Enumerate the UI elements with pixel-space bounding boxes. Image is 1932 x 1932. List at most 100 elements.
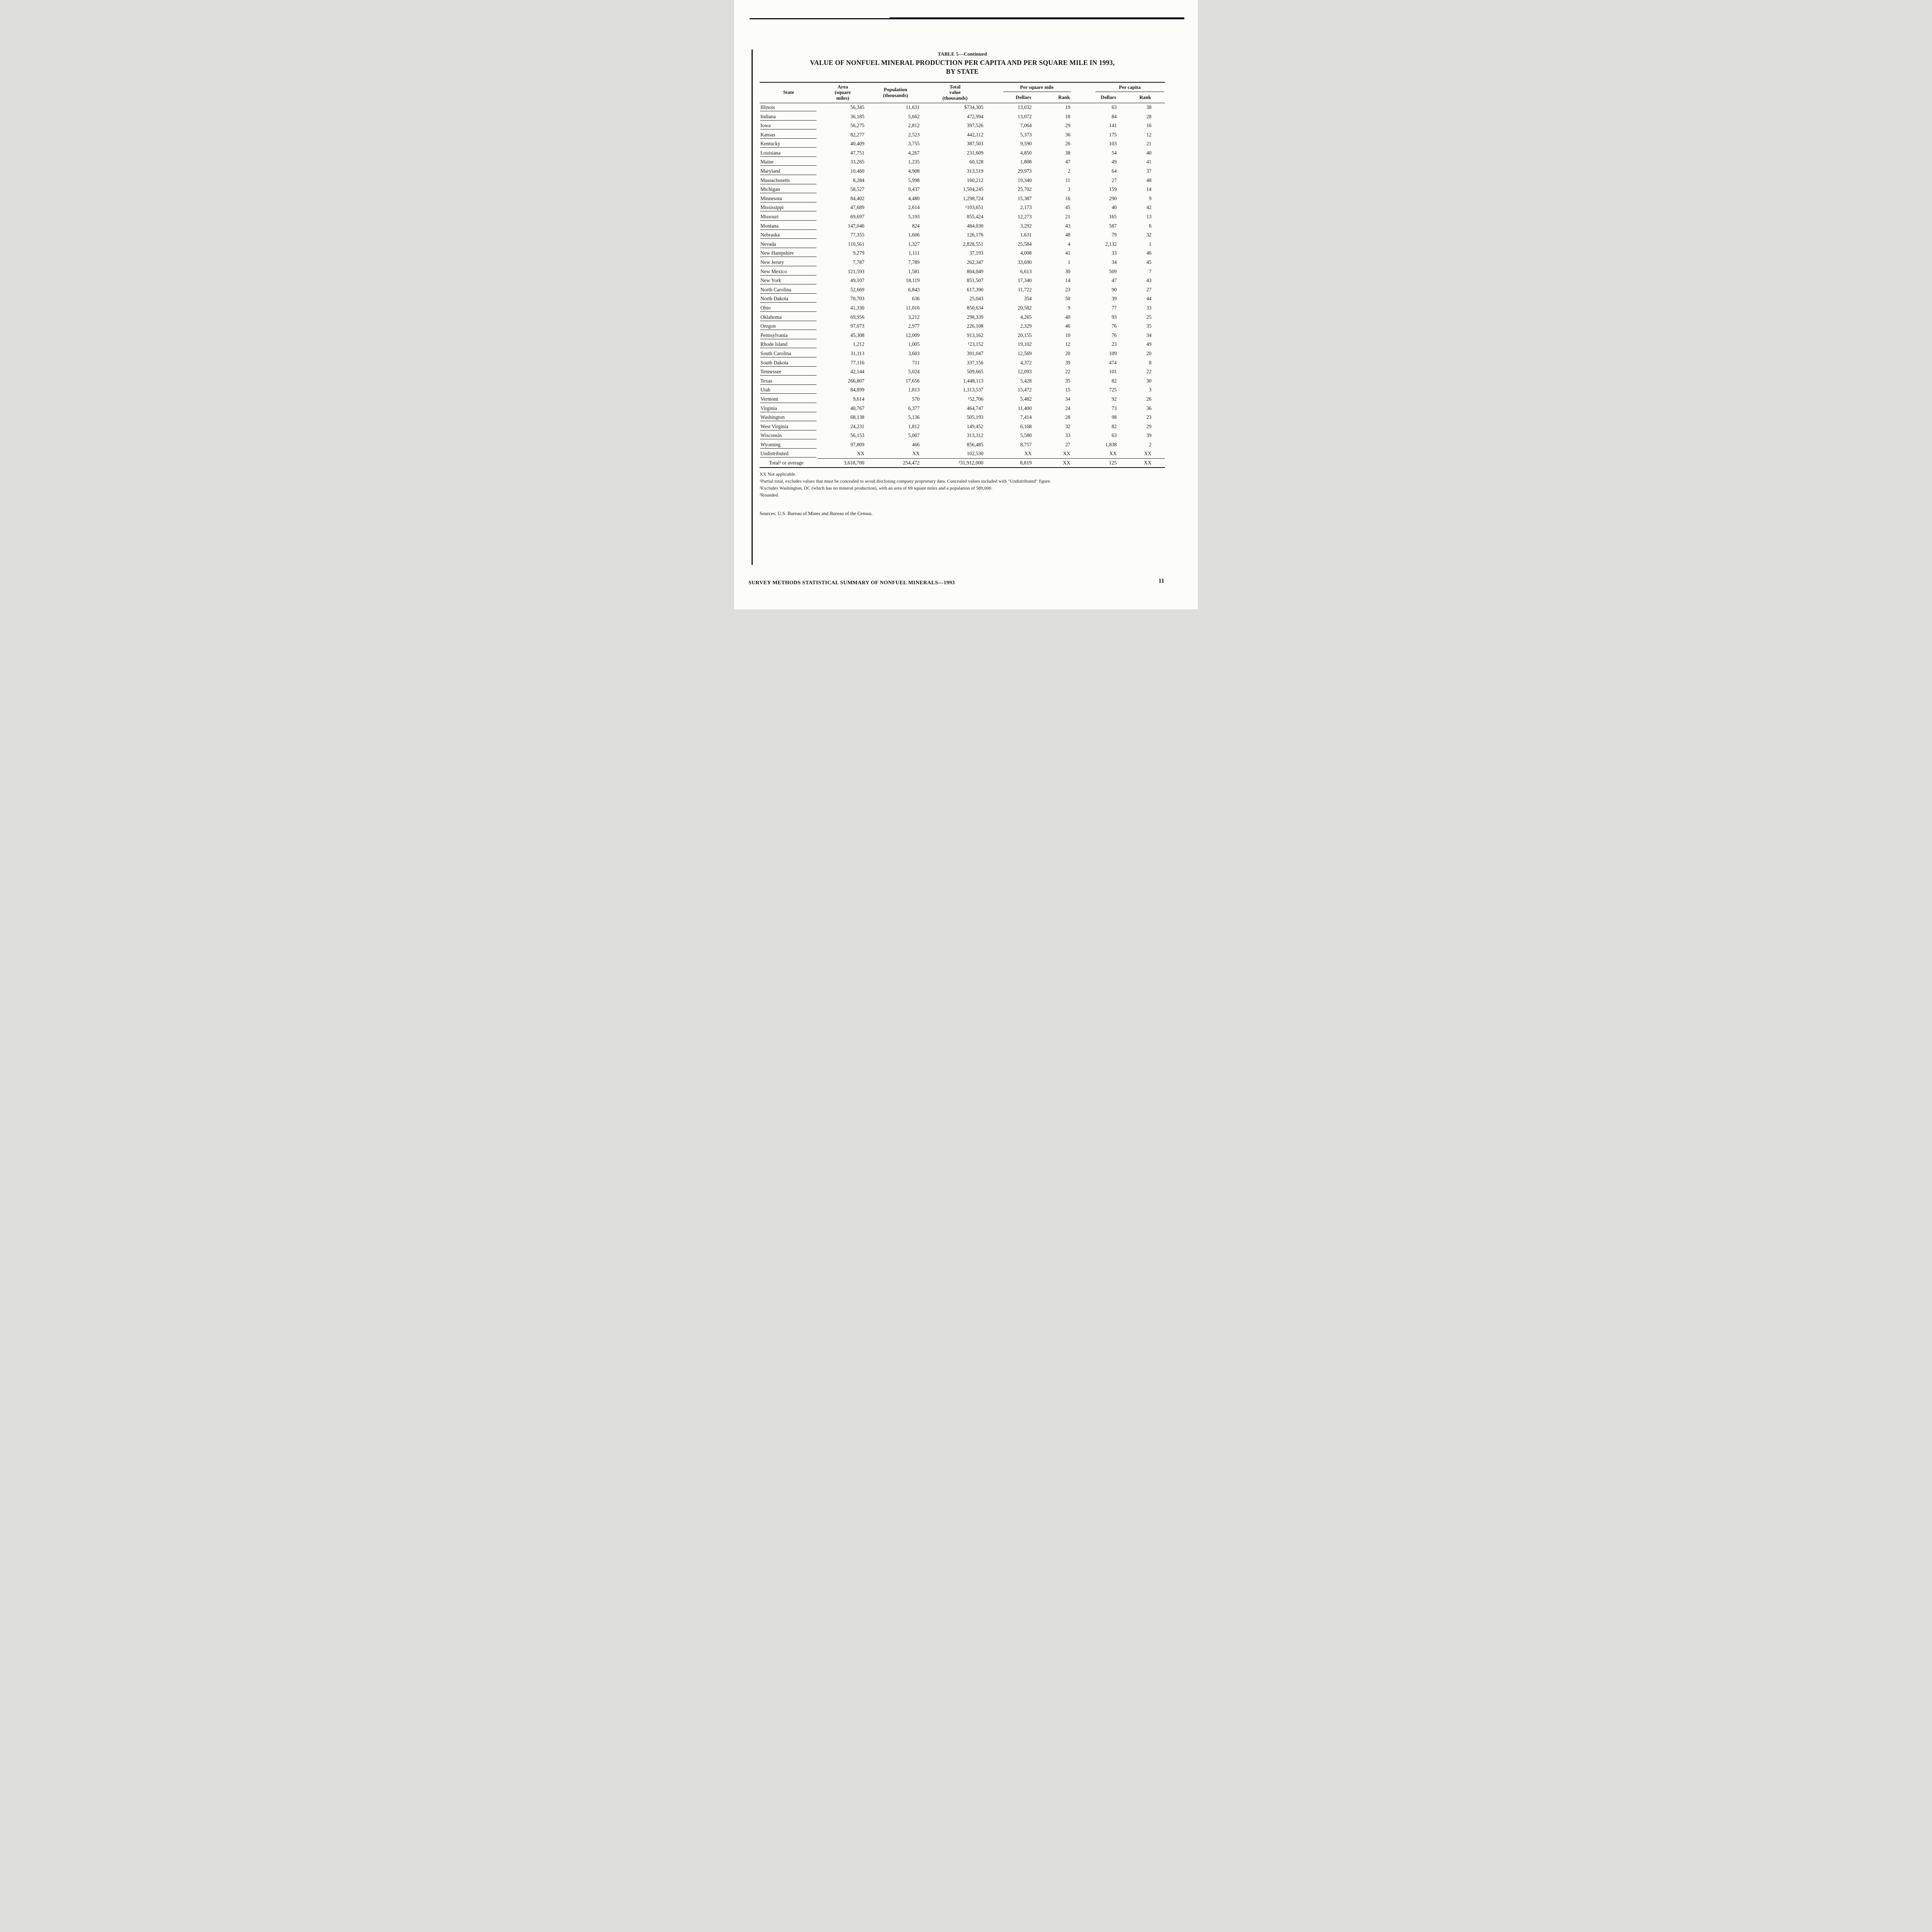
cell-population: 466: [912, 441, 920, 447]
cell-area: 31,113: [850, 350, 864, 356]
cell-pc-dollars: 73: [1111, 405, 1117, 411]
cell-pc-rank: XX: [1120, 449, 1165, 459]
table-row: Kansas 82,277 2,523 442,112 5,373 36 175…: [760, 130, 1165, 139]
cell-pc-rank: 49: [1146, 341, 1151, 347]
cell-population: 2,614: [908, 204, 920, 211]
cell-pc-dollars: 79: [1111, 232, 1117, 238]
cell-psm-rank: 46: [1065, 323, 1070, 329]
cell-pc-rank: 9: [1149, 195, 1151, 201]
cell-area: 84,402: [850, 195, 864, 201]
cell-psm-rank: 29: [1065, 122, 1070, 129]
table-row: South Dakota 77,116 711 337,156 4,372 39…: [760, 358, 1165, 367]
cell-area: 77,355: [850, 232, 864, 238]
cell-total-value: 231,609: [967, 150, 983, 156]
cell-total-value: $734,305: [964, 104, 983, 111]
cell-area: 82,277: [850, 131, 864, 138]
cell-psm-rank: 35: [1065, 378, 1070, 384]
cell-total-value: 102,530: [923, 449, 987, 459]
cell-pc-rank: 16: [1146, 122, 1151, 129]
cell-pc-dollars: 165: [1109, 214, 1117, 220]
cell-psm-dollars: 354: [1024, 296, 1032, 302]
cell-pc-rank: 30: [1146, 378, 1151, 384]
table-row: South Carolina 31,113 3,603 391,047 12,5…: [760, 349, 1165, 358]
cell-pc-rank: 27: [1146, 286, 1151, 293]
production-table: State Area (square miles) Population (th…: [760, 82, 1165, 468]
page-title-line-2: BY STATE: [946, 68, 979, 76]
cell-area: 84,899: [850, 387, 864, 393]
cell-psm-rank: 43: [1065, 223, 1070, 229]
cell-total-value: 60,128: [969, 159, 983, 165]
cell-psm-rank: 22: [1065, 369, 1070, 375]
cell-total-value: 2,828,551: [963, 241, 983, 247]
cell-population: 5,136: [908, 414, 920, 420]
cell-population: 11,631: [906, 104, 920, 111]
cell-area: 7,787: [853, 259, 864, 265]
cell-area: 1,212: [853, 341, 864, 347]
cell-state: South Dakota: [760, 359, 816, 367]
cell-area: 69,697: [850, 214, 864, 220]
cell-population: 2,977: [908, 323, 920, 329]
cell-population: 18,119: [906, 277, 920, 284]
col-header-pc-rank: Rank: [1120, 92, 1165, 103]
cell-state: Massachusetts: [760, 177, 816, 184]
cell-psm-rank: 45: [1065, 204, 1070, 211]
cell-state: Virginia: [760, 405, 816, 412]
cell-total-value: 160,212: [967, 177, 983, 183]
cell-psm-dollars: 11,400: [1018, 405, 1032, 411]
table-row: Vermont 9,614 570 ¹52,706 5,482 34 92 26: [760, 395, 1165, 404]
cell-area: 56,345: [850, 104, 864, 111]
cell-state: South Carolina: [760, 350, 816, 357]
cell-area: 40,409: [850, 141, 864, 147]
cell-total-value: 442,112: [967, 131, 983, 138]
cell-psm-rank: 26: [1065, 141, 1070, 147]
col-header-psm-rank: Rank: [1035, 92, 1074, 103]
cell-pc-dollars: 290: [1109, 195, 1117, 201]
cell-pc-rank: 14: [1146, 186, 1151, 192]
cell-population: 711: [912, 359, 920, 366]
cell-total-value: 617,390: [967, 286, 983, 293]
cell-pc-rank: 13: [1146, 214, 1151, 220]
cell-state: Tennessee: [760, 368, 816, 376]
cell-pc-rank: 25: [1146, 314, 1151, 320]
cell-pc-dollars: 33: [1111, 250, 1117, 256]
cell-population: 2,523: [908, 131, 920, 138]
cell-psm-dollars: 33,690: [1017, 259, 1032, 265]
cell-psm-dollars: 13,072: [1017, 113, 1032, 119]
cell-pc-dollars: 40: [1111, 204, 1117, 211]
cell-psm-rank: 4: [1068, 241, 1070, 247]
table-row: Total² or average 3,618,700 254,472 ³31,…: [760, 458, 1165, 468]
cell-pc-rank: 35: [1146, 323, 1151, 329]
cell-psm-dollars: 1,808: [1020, 159, 1032, 165]
cell-pc-dollars: 101: [1109, 369, 1117, 375]
cell-pc-rank: 2: [1149, 441, 1151, 447]
cell-psm-dollars: 19,340: [1017, 177, 1032, 183]
cell-psm-dollars: 7,414: [1020, 414, 1032, 420]
cell-total-value: 850,634: [967, 304, 983, 311]
cell-state: Utah: [760, 386, 816, 394]
cell-psm-rank: 38: [1065, 150, 1070, 156]
cell-psm-dollars: 29,973: [1017, 168, 1032, 174]
cell-state: Oklahoma: [760, 313, 816, 321]
cell-total-value: 913,162: [967, 332, 983, 338]
cell-psm-dollars: 4,265: [1020, 314, 1032, 320]
table-row: Undistributed XX XX 102,530 XX XX XX XX: [760, 449, 1165, 459]
cell-total-value: 226,108: [967, 323, 983, 329]
cell-pc-rank: 6: [1149, 223, 1151, 229]
cell-state: Maine: [760, 158, 816, 166]
sources-line: Sources: U.S. Bureau of Mines and Bureau…: [760, 511, 873, 517]
col-header-total-value: Total value (thousands): [923, 82, 987, 103]
cell-psm-rank: 9: [1068, 304, 1070, 311]
cell-population: 254,472: [868, 458, 923, 468]
cell-area: 3,618,700: [818, 458, 868, 468]
document-page: TABLE 5—Continued VALUE OF NONFUEL MINER…: [734, 0, 1198, 609]
cell-pc-rank: 46: [1146, 250, 1151, 256]
cell-pc-dollars: 82: [1111, 378, 1117, 384]
cell-psm-rank: 36: [1065, 131, 1070, 138]
cell-population: 6,377: [908, 405, 920, 411]
top-rule-right-segment: [889, 17, 1184, 19]
cell-psm-rank: 50: [1065, 296, 1070, 302]
cell-state: Montana: [760, 222, 816, 230]
cell-total-value: 149,452: [967, 423, 983, 429]
col-header-state: State: [760, 82, 818, 103]
cell-psm-dollars: 15,387: [1017, 195, 1032, 201]
